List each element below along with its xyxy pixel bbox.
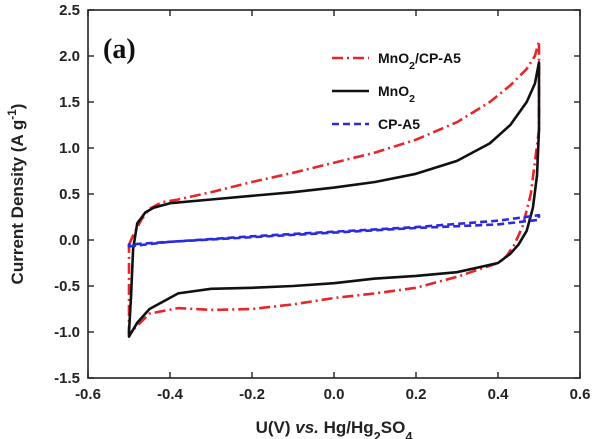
x-tick-label: -0.2	[239, 386, 265, 403]
x-tick-label: 0.6	[570, 386, 591, 403]
x-tick-label: 0.2	[406, 386, 427, 403]
y-tick-label: 0.5	[59, 186, 80, 203]
xlabel-part: SO	[381, 418, 406, 437]
y-tick-label: -0.5	[54, 278, 80, 295]
legend-part: /CP-A5	[415, 50, 461, 66]
xlabel-part: vs.	[295, 418, 319, 437]
x-tick-label: 0.4	[488, 386, 510, 403]
legend-part: 2	[409, 60, 415, 72]
series-line-0	[127, 40, 541, 336]
axis-ticks: -0.6 -0.4 -0.2 0.0 0.2 0.4 0.6 -1.5 -1.0 -0.5 0.0 0…	[54, 2, 590, 403]
series-line-1	[127, 61, 541, 338]
y-tick-label: -1.5	[54, 370, 80, 387]
x-tick-label: -0.4	[157, 386, 184, 403]
legend-label-2: CP-A5	[378, 116, 420, 132]
y-tick-label: 2.5	[59, 2, 80, 19]
ylabel-part: )	[8, 104, 27, 110]
plot-frame	[87, 9, 581, 379]
y-tick-label: 0.0	[59, 232, 80, 249]
x-tick-label: 0.0	[324, 386, 345, 403]
series-layer	[127, 40, 541, 338]
legend-label-0: MnO2/CP-A5	[378, 50, 461, 72]
xlabel-part: Hg/Hg	[319, 418, 374, 437]
y-tick-label: -1.0	[54, 324, 80, 341]
legend-part: 2	[409, 93, 415, 105]
legend-label-1: MnO2	[378, 83, 415, 105]
panel-label: (a)	[103, 34, 136, 65]
y-axis-label: Current Density (A g-1)	[5, 104, 27, 285]
series-line-2	[127, 213, 541, 248]
ylabel-part: -1	[5, 109, 19, 120]
legend-part: MnO	[378, 50, 409, 66]
x-tick-label: -0.6	[75, 386, 101, 403]
legend-part: MnO	[378, 83, 409, 99]
xlabel-part: U(V)	[256, 418, 296, 437]
y-tick-label: 1.5	[59, 94, 80, 111]
y-tick-label: 1.0	[59, 140, 80, 157]
xlabel-part: 2	[374, 429, 381, 439]
y-tick-label: 2.0	[59, 48, 80, 65]
legend-part: CP-A5	[378, 116, 420, 132]
ylabel-part: Current Density (A g	[8, 120, 27, 285]
xlabel-part: 4	[405, 429, 413, 439]
x-axis-label: U(V) vs. Hg/Hg2SO4	[256, 418, 414, 439]
